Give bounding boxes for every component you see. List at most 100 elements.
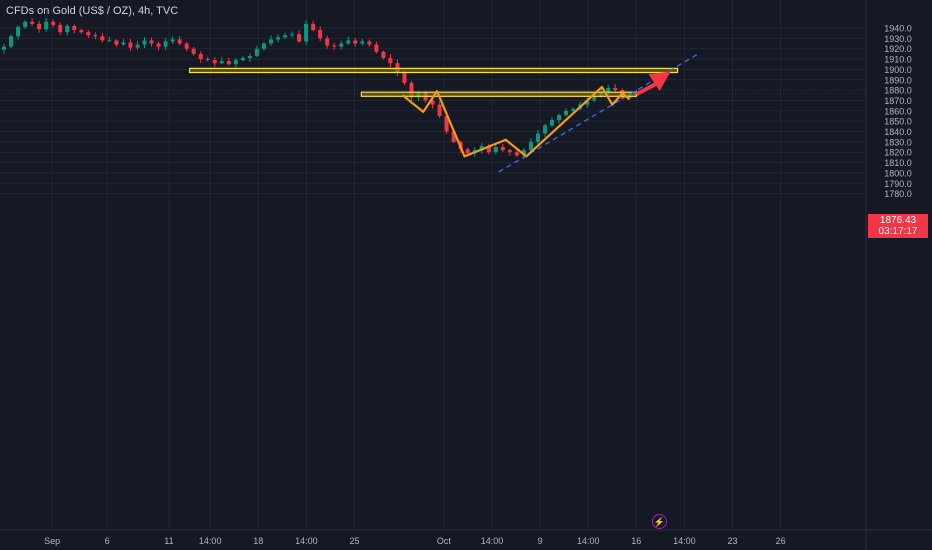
candle-body — [261, 43, 266, 49]
candle-body — [135, 44, 140, 48]
time-tick-label: 11 — [164, 536, 173, 546]
lightning-bolt-icon[interactable]: ⚡ — [652, 514, 667, 529]
price-tick-label: 1920.0 — [884, 44, 912, 54]
candle-body — [65, 25, 70, 33]
candle-body — [564, 110, 569, 115]
candle-body — [613, 88, 618, 91]
candle-body — [163, 41, 168, 47]
candle-body — [535, 133, 540, 142]
time-tick-label: Sep — [44, 536, 60, 546]
candle-body — [212, 60, 217, 64]
time-tick-label: 14:00 — [481, 536, 504, 546]
candle-body — [388, 58, 393, 64]
candle-body — [297, 34, 302, 42]
candle-body — [304, 23, 309, 42]
candle-body — [58, 24, 63, 33]
candle-body — [2, 46, 6, 50]
candle-body — [528, 141, 533, 151]
candle-body — [367, 41, 372, 45]
candle-body — [451, 131, 456, 142]
candle-body — [507, 150, 512, 153]
candle-body — [276, 37, 281, 40]
candle-body — [479, 145, 484, 151]
candle-body — [332, 45, 337, 47]
price-tick-label: 1870.0 — [884, 96, 912, 106]
candle-body — [114, 40, 119, 45]
price-tick-label: 1890.0 — [884, 75, 912, 85]
candle-body — [585, 100, 590, 105]
candle-body — [493, 147, 498, 153]
candle-body — [121, 42, 126, 45]
candle-body — [311, 23, 316, 31]
current-price-tag: 1876.43 03:17:17 — [868, 214, 928, 238]
candle-body — [72, 25, 77, 31]
candle-body — [107, 40, 112, 42]
candle-body — [430, 100, 435, 105]
time-tick-label: 14:00 — [577, 536, 600, 546]
w-pattern-drawing — [401, 85, 631, 158]
candle-body — [37, 23, 42, 30]
candle-body — [437, 104, 442, 116]
candle-body — [514, 152, 519, 156]
time-tick-label: 25 — [350, 536, 360, 546]
candle-body — [360, 41, 365, 44]
time-tick-label: 23 — [728, 536, 738, 546]
price-tick-label: 1910.0 — [884, 55, 912, 65]
candle-body — [283, 35, 288, 38]
candle-body — [226, 61, 231, 65]
candle-body — [542, 125, 547, 134]
candle-body — [219, 61, 224, 64]
candle-body — [247, 55, 252, 59]
time-tick-label: 9 — [538, 536, 543, 546]
price-tick-label: 1880.0 — [884, 86, 912, 96]
candle-body — [205, 59, 210, 61]
candle-body — [325, 38, 330, 46]
candle-body — [592, 96, 597, 101]
price-tick-label: 1940.0 — [884, 24, 912, 34]
candle-body — [240, 58, 245, 61]
candle-body — [170, 39, 175, 42]
candle-body — [465, 149, 470, 154]
candle-body — [339, 43, 344, 47]
price-tick-label: 1780.0 — [884, 189, 912, 199]
candle-body — [149, 40, 154, 44]
candle-body — [79, 30, 84, 33]
time-tick-label: 14:00 — [199, 536, 222, 546]
time-tick-label: 6 — [105, 536, 110, 546]
bar-countdown: 03:17:17 — [878, 226, 918, 237]
candle-body — [318, 30, 323, 39]
candle-body — [100, 36, 105, 41]
candle-body — [381, 51, 386, 59]
current-price-value: 1876.43 — [879, 215, 917, 226]
candle-body — [606, 88, 611, 93]
target-arrow-head — [648, 71, 671, 91]
candle-body — [30, 21, 35, 24]
candle-body — [156, 43, 161, 47]
candle-body — [500, 147, 505, 151]
time-tick-label: 26 — [776, 536, 786, 546]
price-tick-label: 1900.0 — [884, 65, 912, 75]
candle-body — [233, 60, 238, 65]
candle-body — [44, 21, 49, 30]
resistance-zone-1900 — [188, 67, 679, 74]
candle-body — [254, 48, 259, 56]
candle-body — [23, 21, 28, 27]
price-tick-label: 1800.0 — [884, 168, 912, 178]
candle-body — [374, 44, 379, 52]
time-tick-label: 16 — [631, 536, 641, 546]
candle-body — [16, 26, 21, 37]
price-tick-label: 1810.0 — [884, 158, 912, 168]
candle-body — [191, 48, 196, 54]
time-tick-label: 14:00 — [673, 536, 696, 546]
price-tick-label: 1790.0 — [884, 179, 912, 189]
candle-body — [353, 40, 358, 44]
candle-body — [51, 21, 56, 25]
candle-body — [444, 115, 449, 132]
candle-body — [184, 43, 189, 49]
price-tick-label: 1850.0 — [884, 117, 912, 127]
time-tick-label: Oct — [437, 536, 452, 546]
symbol-title[interactable]: CFDs on Gold (US$ / OZ), 4h, TVC — [6, 5, 179, 17]
candle-body — [557, 114, 562, 121]
